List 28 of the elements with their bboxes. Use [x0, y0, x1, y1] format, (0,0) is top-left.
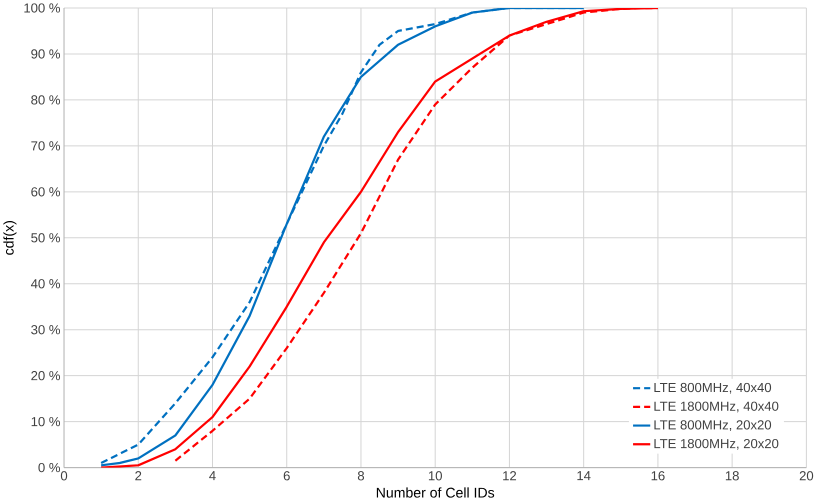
x-axis-title: Number of Cell IDs — [376, 487, 494, 498]
x-tick-label: 20 — [800, 471, 814, 480]
legend-label: LTE 800MHz, 20x20 — [654, 420, 772, 432]
x-tick-label: 8 — [358, 471, 364, 480]
y-axis-title: cdf(x) — [3, 221, 16, 255]
x-tick-label: 6 — [284, 471, 290, 480]
y-tick-label: 30 % — [31, 325, 60, 334]
x-tick-label: 16 — [652, 471, 665, 480]
y-tick-label: 50 % — [31, 233, 60, 242]
x-tick-label: 18 — [726, 471, 739, 480]
y-tick-label: 60 % — [31, 187, 60, 196]
y-tick-label: 10 % — [32, 417, 60, 426]
y-tick-label: 100 % — [24, 3, 60, 13]
x-tick-label: 10 — [428, 471, 442, 480]
x-tick-label: 2 — [135, 471, 142, 480]
legend-label: LTE 800MHz, 40x40 — [654, 382, 772, 394]
y-tick-label: 20 % — [31, 371, 60, 380]
y-tick-label: 70 % — [31, 141, 60, 150]
y-tick-label: 40 % — [30, 279, 60, 288]
x-tick-label: 12 — [503, 471, 516, 480]
x-tick-label: 4 — [209, 471, 216, 480]
y-tick-label: 90 % — [31, 49, 60, 59]
y-tick-label: 0 % — [38, 462, 60, 472]
x-tick-label: 0 — [60, 471, 68, 480]
legend-label: LTE 1800MHz, 40x40 — [654, 402, 778, 412]
legend-label: LTE 1800MHz, 20x20 — [654, 438, 778, 450]
x-tick-label: 14 — [577, 471, 591, 480]
y-tick-label: 80 % — [31, 95, 60, 105]
